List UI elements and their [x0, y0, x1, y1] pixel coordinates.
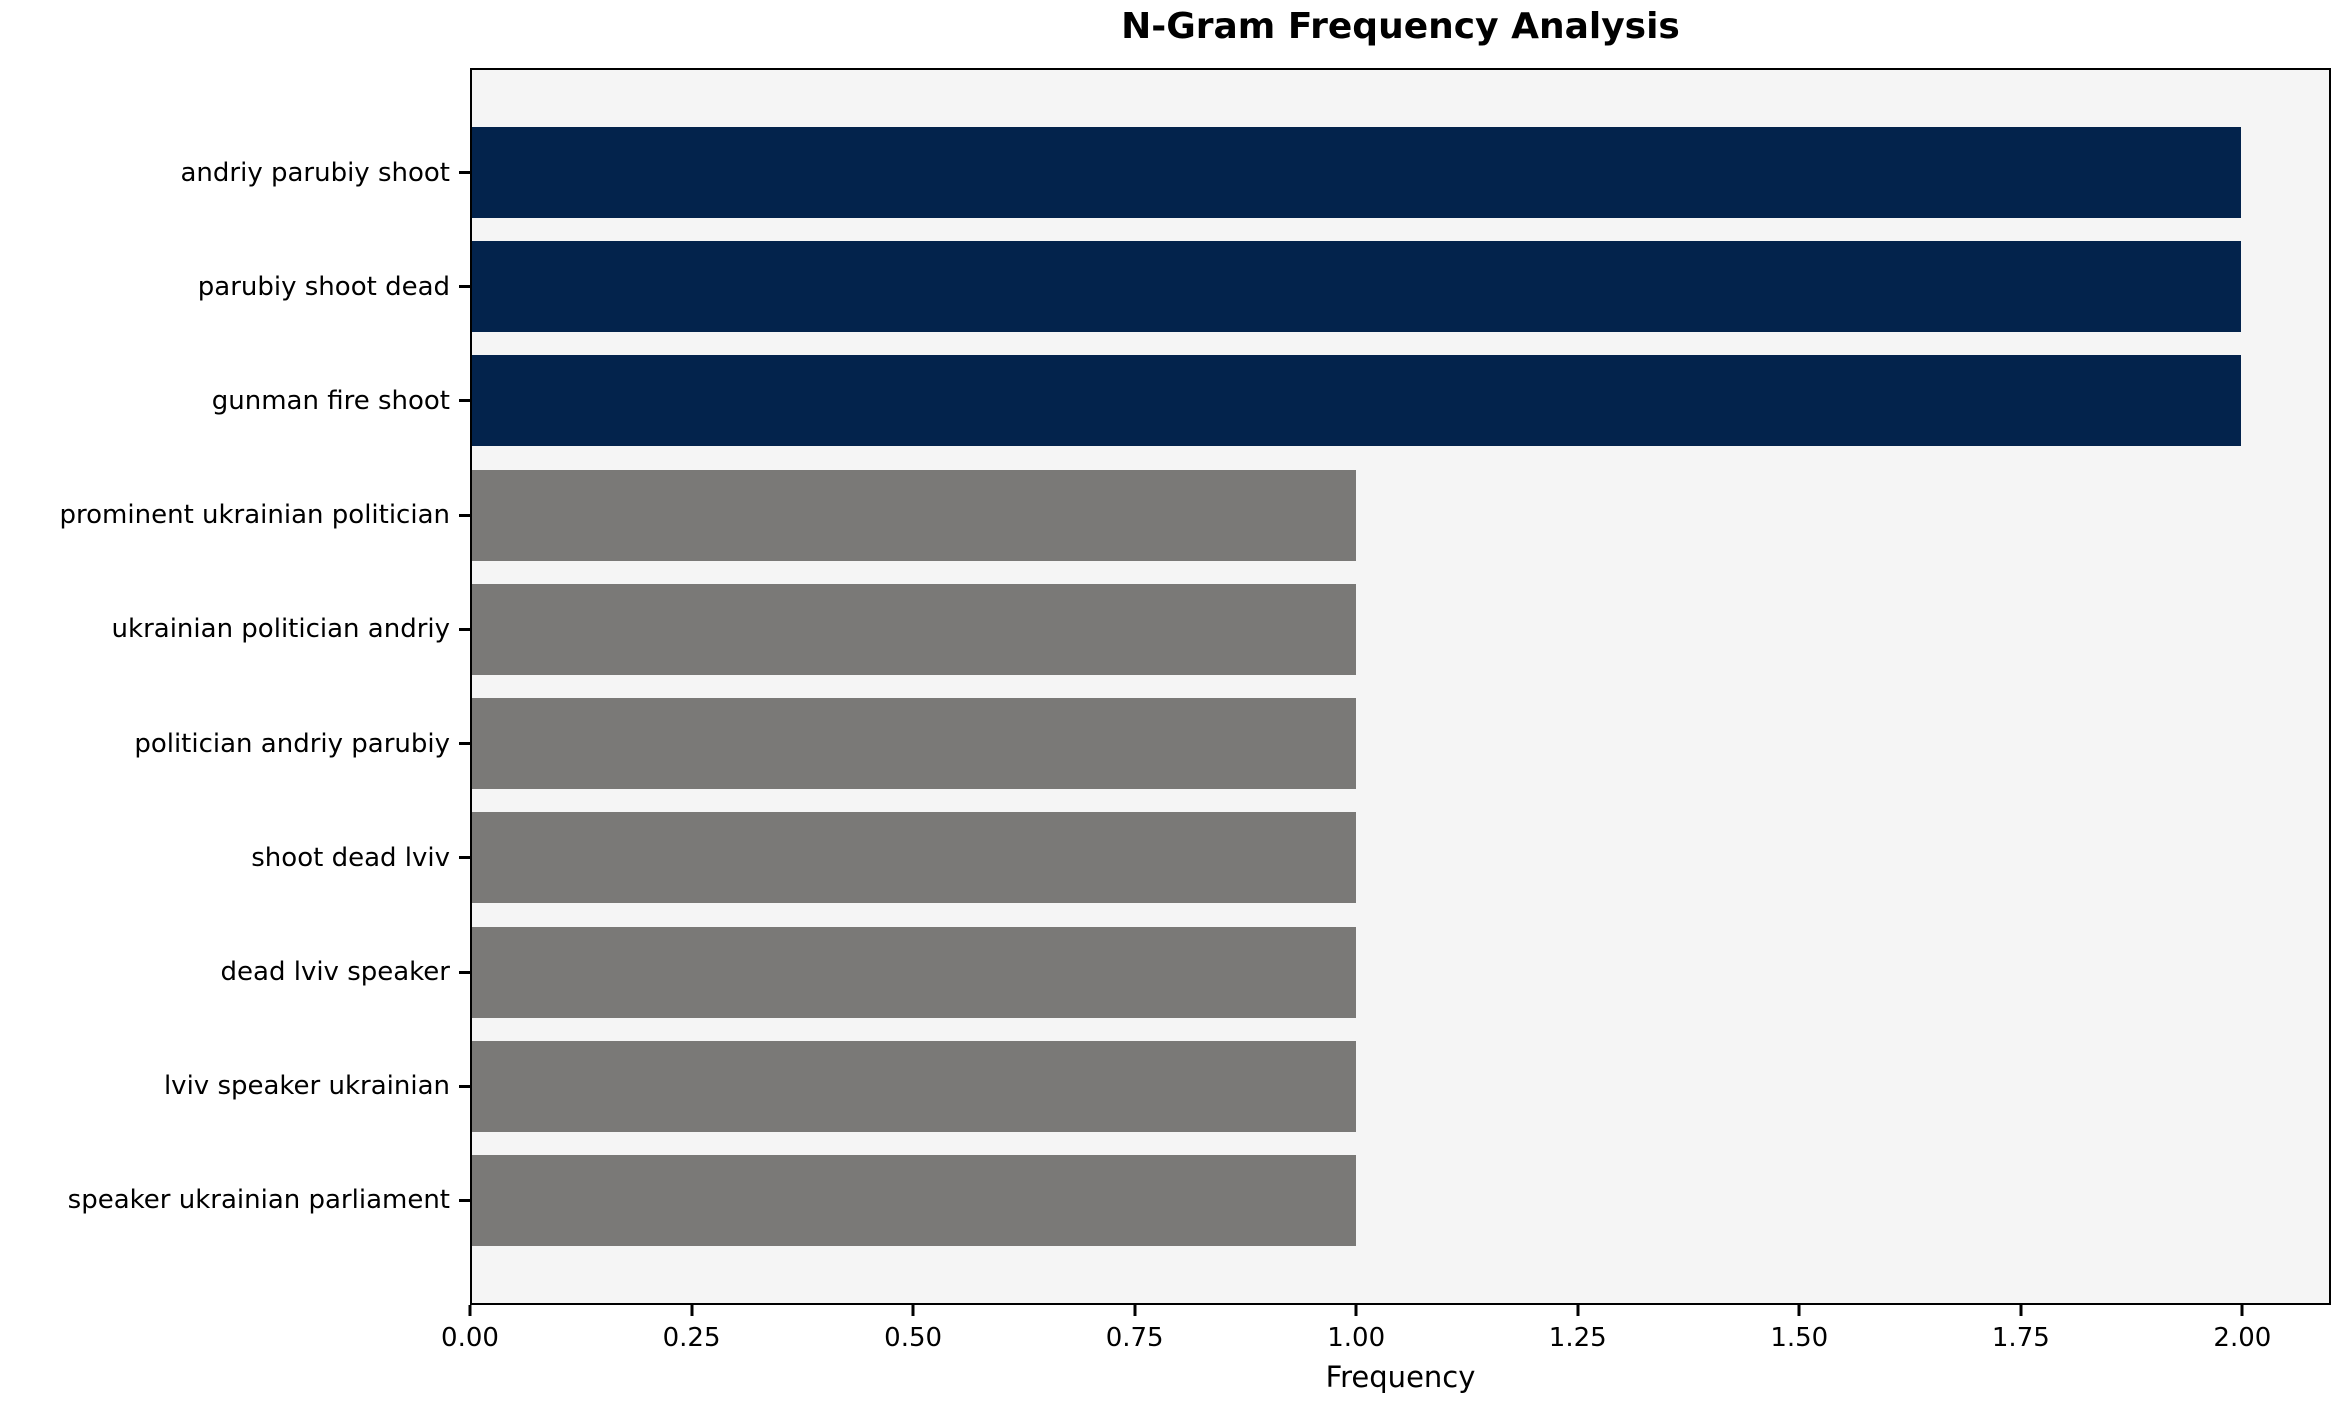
- y-axis-row: shoot dead lviv: [0, 812, 470, 903]
- y-tick-mark: [459, 742, 470, 746]
- y-axis-row: andriy parubiy shoot: [0, 127, 470, 218]
- y-axis-row: politician andriy parubiy: [0, 698, 470, 789]
- bar-row: [472, 583, 2329, 675]
- x-tick-label: 1.75: [1991, 1323, 2050, 1353]
- x-tick-mark: [2240, 1305, 2244, 1316]
- bar-row: [472, 355, 2329, 447]
- y-tick-label: ukrainian politician andriy: [111, 614, 450, 645]
- y-tick-label: parubiy shoot dead: [197, 271, 450, 302]
- bar-row: [472, 241, 2329, 333]
- y-axis-row: lviv speaker ukrainian: [0, 1041, 470, 1132]
- y-axis-row: dead lviv speaker: [0, 927, 470, 1018]
- x-tick-mark: [690, 1305, 694, 1316]
- bar-row: [472, 469, 2329, 561]
- x-tick-label: 1.25: [1548, 1323, 1607, 1353]
- y-tick-label: gunman fire shoot: [211, 385, 450, 416]
- x-tick-mark: [1797, 1305, 1801, 1316]
- bar: [472, 355, 2241, 447]
- x-tick-mark: [468, 1305, 472, 1316]
- x-tick-label: 1.00: [1327, 1323, 1386, 1353]
- y-tick-mark: [459, 171, 470, 174]
- x-tick-mark: [911, 1305, 915, 1316]
- bar: [472, 1040, 1357, 1132]
- y-axis-row: speaker ukrainian parliament: [0, 1155, 470, 1246]
- x-tick-label: 0.25: [662, 1323, 721, 1353]
- x-tick-label: 1.50: [1770, 1323, 1829, 1353]
- y-axis-row: prominent ukrainian politician: [0, 470, 470, 561]
- y-tick-label: lviv speaker ukrainian: [163, 1071, 450, 1102]
- x-tick-label: 0.75: [1105, 1323, 1164, 1353]
- bar-row: [472, 926, 2329, 1018]
- plot-area: [470, 68, 2331, 1305]
- y-tick-mark: [459, 399, 470, 403]
- bar: [472, 241, 2241, 333]
- bar-row: [472, 1154, 2329, 1246]
- y-axis-row: parubiy shoot dead: [0, 241, 470, 332]
- bar: [472, 583, 1357, 675]
- y-tick-mark: [459, 285, 470, 289]
- y-tick-label: andriy parubiy shoot: [180, 157, 451, 188]
- bar: [472, 698, 1357, 790]
- y-tick-mark: [459, 1084, 470, 1088]
- x-tick-label: 0.00: [441, 1323, 499, 1353]
- y-tick-mark: [459, 1198, 470, 1202]
- x-tick-mark: [2019, 1305, 2023, 1316]
- bar: [472, 926, 1357, 1018]
- y-tick-label: speaker ukrainian parliament: [67, 1185, 450, 1216]
- x-tick-mark: [1133, 1305, 1137, 1316]
- bar-row: [472, 812, 2329, 904]
- x-tick-mark: [1354, 1305, 1358, 1316]
- y-axis-labels: andriy parubiy shoot parubiy shoot dead gu…: [0, 70, 470, 1303]
- y-tick-mark: [459, 970, 470, 974]
- x-tick-label: 0.50: [884, 1323, 943, 1353]
- chart-title: N-Gram Frequency Analysis: [1121, 6, 1680, 47]
- bar-row: [472, 1040, 2329, 1132]
- y-tick-mark: [459, 627, 470, 631]
- bar-row: [472, 698, 2329, 790]
- x-axis-title: Frequency: [1325, 1360, 1476, 1394]
- y-tick-label: dead lviv speaker: [220, 957, 450, 988]
- x-tick-label: 2.00: [2213, 1323, 2272, 1353]
- y-axis-row: gunman fire shoot: [0, 355, 470, 446]
- bar: [472, 1154, 1357, 1246]
- bar: [472, 469, 1357, 561]
- x-tick-mark: [1576, 1305, 1580, 1316]
- bar: [472, 812, 1357, 904]
- y-tick-label: prominent ukrainian politician: [59, 500, 450, 531]
- y-tick-label: shoot dead lviv: [251, 842, 450, 873]
- y-tick-mark: [459, 856, 470, 860]
- y-axis-row: ukrainian politician andriy: [0, 584, 470, 675]
- x-axis: 0.00 0.25 0.50 0.75 1.00 1.25 1.50 1.75 2.00: [441, 1305, 2331, 1405]
- bar-row: [472, 127, 2329, 218]
- bar: [472, 127, 2241, 218]
- y-tick-mark: [459, 513, 470, 517]
- y-tick-label: politician andriy parubiy: [134, 728, 450, 759]
- bars-container: [472, 70, 2329, 1303]
